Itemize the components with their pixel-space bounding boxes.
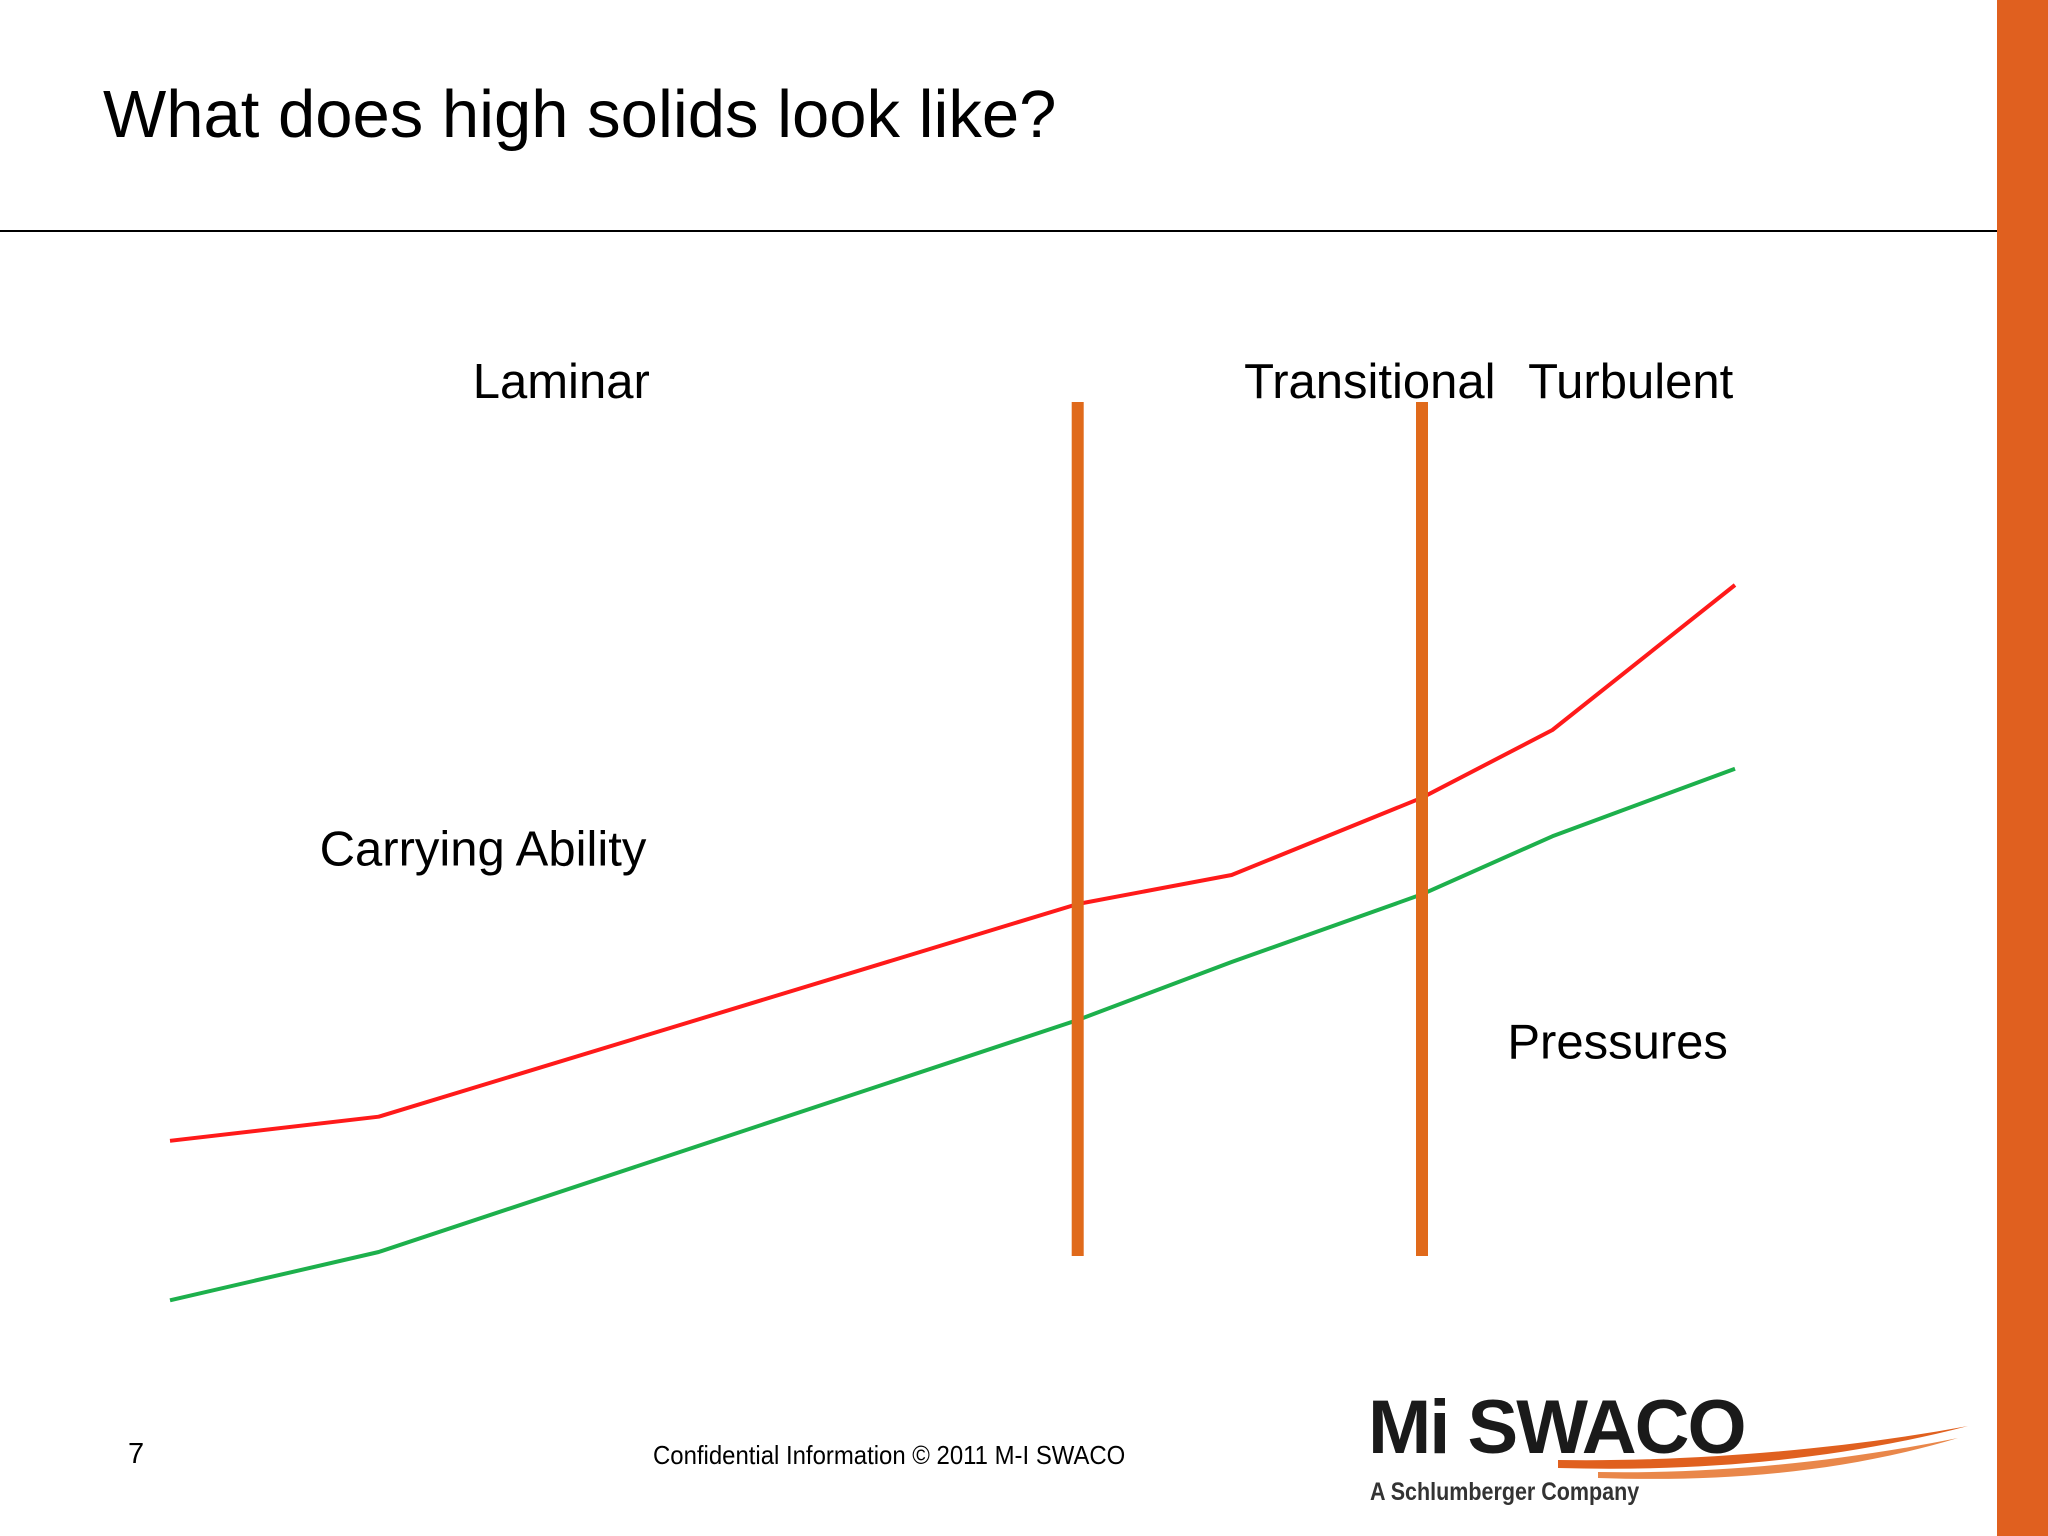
region-label-transitional: Transitional (1244, 355, 1495, 409)
region-label-laminar: Laminar (473, 355, 650, 409)
orange-side-bar (1997, 0, 2048, 1536)
mi-swaco-logo: Mi SWACO A Schlumberger Company (1368, 1390, 1968, 1520)
annotation-carrying-ability: Carrying Ability (320, 822, 647, 876)
series-line-pressures (169, 766, 1736, 1303)
logo-wordmark: Mi SWACO (1368, 1385, 1747, 1470)
logo-tagline: A Schlumberger Company (1370, 1478, 1640, 1506)
series-line-carrying-ability (169, 583, 1737, 1143)
footer-confidential: Confidential Information © 2011 M-I SWAC… (653, 1440, 1126, 1470)
slide-title: What does high solids look like? (103, 77, 1057, 152)
page-number: 7 (128, 1438, 145, 1470)
region-label-turbulent: Turbulent (1528, 355, 1734, 409)
annotation-pressures: Pressures (1507, 1016, 1728, 1070)
title-divider (0, 230, 1997, 232)
logo-swoosh-icon (1558, 1426, 1968, 1479)
